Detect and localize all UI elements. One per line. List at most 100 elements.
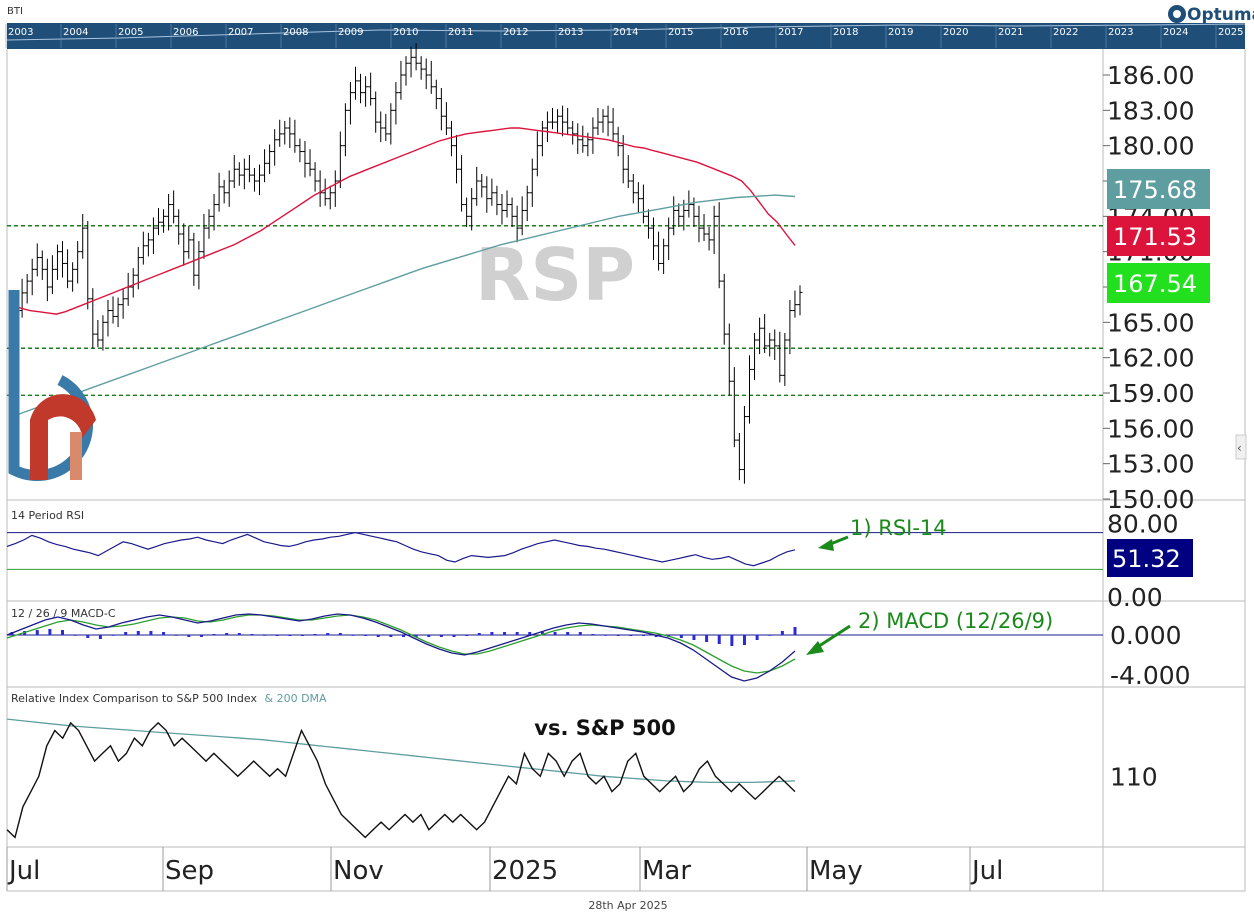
macd-histogram-bar <box>35 630 39 635</box>
relative-panel[interactable]: Relative Index Comparison to S&P 500 Ind… <box>6 692 1158 839</box>
macd-histogram-bar <box>768 635 772 636</box>
price-bar <box>671 196 677 236</box>
price-bar <box>539 120 545 157</box>
macd-panel[interactable]: 12 / 26 / 9 MACD-C 0.000 -4.000 <box>6 607 1191 690</box>
x-tick-label: Jul <box>7 856 40 886</box>
price-tick-label: 183.00 <box>1107 96 1194 125</box>
price-bar <box>615 126 621 157</box>
price-bar <box>60 241 66 278</box>
price-bar <box>651 217 657 260</box>
price-bar <box>565 107 571 136</box>
price-bar <box>459 155 465 212</box>
macd-histogram-bar <box>364 635 368 636</box>
price-bar <box>509 197 515 227</box>
price-bar <box>438 87 444 131</box>
price-bar <box>433 79 439 110</box>
price-tick-label: 162.00 <box>1107 344 1194 373</box>
side-panel-toggle-box[interactable] <box>1235 434 1247 460</box>
macd-histogram-bar <box>717 635 721 644</box>
timeline-year: 2004 <box>63 27 88 38</box>
rsi-panel[interactable]: 14 Period RSI 80.00 0.00 51.32 <box>6 509 1193 612</box>
macd-histogram-bar <box>578 632 582 635</box>
price-bar <box>418 56 424 80</box>
price-bar <box>762 314 768 353</box>
macd-line <box>6 613 796 682</box>
sma-200-badge <box>1107 169 1210 209</box>
price-bar <box>332 170 338 207</box>
price-bar <box>570 120 576 145</box>
price-bar <box>797 285 803 316</box>
price-bar <box>661 238 667 275</box>
macd-histogram-bar <box>604 635 608 636</box>
price-bar <box>474 166 480 206</box>
price-bar <box>130 268 136 298</box>
timeline-year: 2013 <box>558 27 583 38</box>
price-bar <box>44 258 50 302</box>
price-tick-label: 186.00 <box>1107 61 1194 90</box>
support-lines <box>7 225 1103 397</box>
price-tick-label: 165.00 <box>1107 308 1194 337</box>
timeline-year: 2022 <box>1053 27 1078 38</box>
price-bar <box>297 138 303 163</box>
price-bar <box>555 109 561 133</box>
macd-histogram-bar <box>616 635 620 636</box>
price-bar <box>403 56 409 86</box>
sma-50-badge-text: 171.53 <box>1113 223 1197 251</box>
price-bar <box>125 272 131 306</box>
macd-histogram-bar <box>351 635 355 636</box>
macd-histogram-bar <box>124 632 128 635</box>
price-bar <box>388 103 394 145</box>
optuma-logo: Optuma <box>1168 5 1254 25</box>
price-bar <box>191 232 197 286</box>
price-bar <box>34 243 40 277</box>
price-bar <box>469 188 475 231</box>
price-bar <box>282 120 288 145</box>
price-bar <box>196 241 202 290</box>
price-bar <box>746 355 752 424</box>
macd-series: 0.000 -4.000 <box>6 613 1191 690</box>
price-bar <box>216 172 222 212</box>
macd-histogram-bar <box>376 635 380 637</box>
macd-histogram-bar <box>692 635 696 640</box>
macd-histogram-bar <box>162 632 166 635</box>
price-tick-label: 159.00 <box>1107 379 1194 408</box>
x-tick-label: 2025 <box>492 856 558 886</box>
price-panel[interactable]: RSP 186.00183.00180.00177.00174.00171.00… <box>7 43 1210 514</box>
macd-histogram-bar <box>540 632 544 635</box>
relative-title-main: Relative Index Comparison to S&P 500 Ind… <box>11 692 257 705</box>
price-bar <box>39 250 45 280</box>
timeline-navigator[interactable]: 2003 2004 2005 2006 2007 2008 2009 2010 2011 2012… <box>5 23 1246 49</box>
macd-histogram-bar <box>629 635 633 636</box>
price-bar <box>484 176 490 213</box>
macd-histogram-bar <box>654 635 658 637</box>
price-bar <box>494 185 500 216</box>
macd-histogram-bar <box>641 635 645 636</box>
price-bar <box>625 155 631 189</box>
side-panel-toggle[interactable]: ‹ <box>1235 434 1247 460</box>
macd-histogram-bar <box>136 631 140 635</box>
macd-histogram-bar <box>515 632 519 635</box>
x-tick-label: May <box>809 856 863 886</box>
price-bar <box>352 66 358 100</box>
rsi-tick-label: 80.00 <box>1107 509 1179 538</box>
macd-panel-title: 12 / 26 / 9 MACD-C <box>11 607 116 620</box>
price-bar <box>752 332 758 381</box>
macd-histogram-bar <box>755 635 759 640</box>
rsi-annotation: 1) RSI-14 <box>850 516 947 540</box>
price-bar <box>726 323 732 396</box>
timeline-year: 2016 <box>723 27 748 38</box>
candlestick-series <box>9 43 803 484</box>
price-bar <box>155 208 161 236</box>
macd-histogram-bar <box>490 632 494 635</box>
price-bar <box>85 221 91 310</box>
rsi-arrow-head <box>818 539 834 551</box>
timeline-year: 2017 <box>778 27 803 38</box>
symbol-label: BTI <box>7 6 23 17</box>
price-bar <box>544 111 550 143</box>
price-bar <box>499 193 505 225</box>
macd-histogram-bar <box>174 635 178 636</box>
macd-histogram-bar <box>553 632 557 635</box>
macd-histogram-bar <box>73 635 77 636</box>
timeline-year: 2005 <box>118 27 143 38</box>
timeline-year: 2019 <box>888 27 913 38</box>
